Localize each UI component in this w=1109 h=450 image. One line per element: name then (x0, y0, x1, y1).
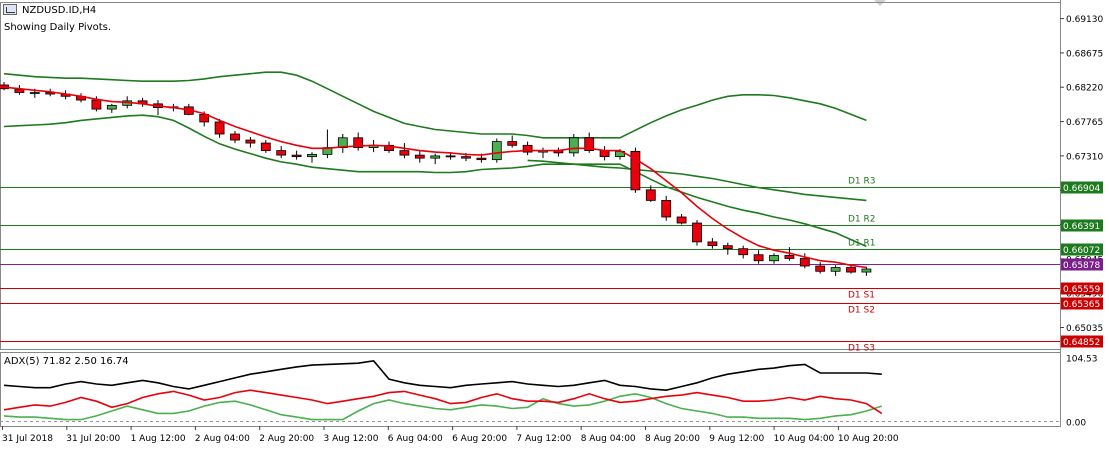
adx-plus-di-line (3, 392, 883, 421)
candle-up (769, 255, 779, 262)
candle-up (830, 267, 841, 272)
pivot-price-label: 0.64852 (1063, 338, 1100, 348)
candle-up (106, 104, 117, 110)
candle-down (91, 99, 102, 110)
candle-down (645, 189, 656, 201)
price-axis-label: 0.67765 (1066, 118, 1103, 128)
pivot-price-label: 0.66904 (1063, 184, 1100, 194)
candle-down (753, 254, 764, 262)
chart-window-icon[interactable] (3, 4, 17, 15)
band-upper-line (3, 71, 867, 139)
time-axis-label: 7 Aug 12:00 (516, 434, 571, 444)
time-axis-label: 2 Aug 20:00 (259, 434, 314, 444)
candle-down (214, 121, 225, 135)
time-axis-label: 10 Aug 20:00 (838, 434, 899, 444)
band-outer-line (527, 159, 867, 202)
pivot-label: D1 S3 (848, 344, 875, 354)
candle-down (14, 89, 25, 93)
candle-up (861, 268, 872, 273)
time-axis-label: 8 Aug 20:00 (645, 434, 700, 444)
pivot-price-label: 0.66072 (1063, 246, 1100, 256)
candle-down (230, 133, 240, 141)
candle-up (29, 92, 40, 94)
symbol-title: NZDUSD.ID,H4 (22, 5, 97, 16)
pivot-price-tag (1061, 219, 1103, 232)
candle-up (568, 137, 579, 154)
adx-axis-label: 104.53 (1066, 355, 1098, 365)
pivot-price-label: 0.65559 (1063, 285, 1100, 295)
price-axis-label: 0.68675 (1066, 49, 1103, 59)
candle-down (445, 155, 456, 158)
pivot-label: D1 R3 (848, 177, 876, 187)
pivot-price-label: 0.66391 (1063, 222, 1100, 232)
time-axis-label: 10 Aug 04:00 (774, 434, 835, 444)
price-axis-label: 0.67310 (1066, 152, 1103, 162)
candle-down (630, 150, 641, 191)
candle-down (353, 137, 364, 148)
candle-down (461, 156, 471, 159)
candle-down (399, 150, 410, 156)
time-axis-label: 6 Aug 20:00 (452, 434, 507, 444)
candle-down (245, 139, 256, 144)
pivot-price-tag (1061, 297, 1103, 310)
candle-down (507, 141, 518, 146)
band-lower-line (3, 114, 867, 248)
candle-down (815, 265, 826, 272)
candle-down (846, 267, 856, 273)
pivot-price-tag (1061, 243, 1103, 256)
pivot-label: D1 S1 (848, 291, 875, 301)
time-axis-label: 31 Jul 20:00 (66, 434, 120, 444)
adx-axis-label: 0.00 (1066, 419, 1086, 429)
time-axis-label: 8 Aug 04:00 (581, 434, 636, 444)
candle-down (276, 150, 287, 156)
price-axis-label: 0.65490 (1066, 290, 1103, 300)
adx-plot-frame (0, 352, 1061, 427)
price-axis-label: 0.65035 (1066, 324, 1103, 334)
pivot-price-label: 0.65365 (1063, 300, 1100, 310)
candle-down (291, 154, 302, 158)
main-plot-frame (0, 2, 1061, 350)
price-axis-label: 0.69130 (1066, 15, 1103, 25)
candle-down (476, 157, 487, 161)
candle-down (799, 258, 810, 267)
candle-down (722, 245, 733, 250)
candle-down (661, 199, 672, 218)
candle-down (707, 241, 718, 247)
pivots-note: Showing Daily Pivots. (4, 22, 112, 33)
candle-down (260, 142, 271, 152)
pivot-price-tag (1061, 282, 1103, 295)
current-price-label: 0.65878 (1063, 261, 1100, 271)
candle-down (584, 137, 595, 152)
time-axis-label: 1 Aug 12:00 (131, 434, 186, 444)
price-axis-label: 0.68220 (1066, 84, 1103, 94)
moving-average-line (3, 86, 867, 269)
candle-down (692, 222, 702, 243)
time-axis-label: 2 Aug 04:00 (195, 434, 250, 444)
time-axis-label: 3 Aug 12:00 (324, 434, 379, 444)
pivot-label: D1 R2 (848, 215, 876, 225)
adx-minus-di-line (3, 389, 883, 415)
time-axis-label: 9 Aug 12:00 (709, 434, 764, 444)
candle-down (784, 255, 795, 259)
candle-down (522, 144, 533, 153)
candle-down (676, 216, 687, 224)
candle-up (430, 155, 441, 159)
pivot-price-tag (1061, 335, 1103, 348)
pivot-label: D1 S2 (848, 306, 875, 316)
candle-down (599, 150, 610, 158)
candle-up (491, 141, 502, 161)
time-axis-label: 6 Aug 04:00 (388, 434, 443, 444)
time-axis-label: 31 Jul 2018 (2, 434, 53, 444)
current-price-tag (1061, 258, 1103, 271)
adx-title: ADX(5) 71.82 2.50 16.74 (4, 356, 129, 367)
candle-up (307, 153, 317, 158)
pivot-price-tag (1061, 181, 1103, 194)
candle-down (414, 154, 425, 159)
candle-down (738, 248, 749, 256)
adx-main-line (3, 359, 882, 392)
